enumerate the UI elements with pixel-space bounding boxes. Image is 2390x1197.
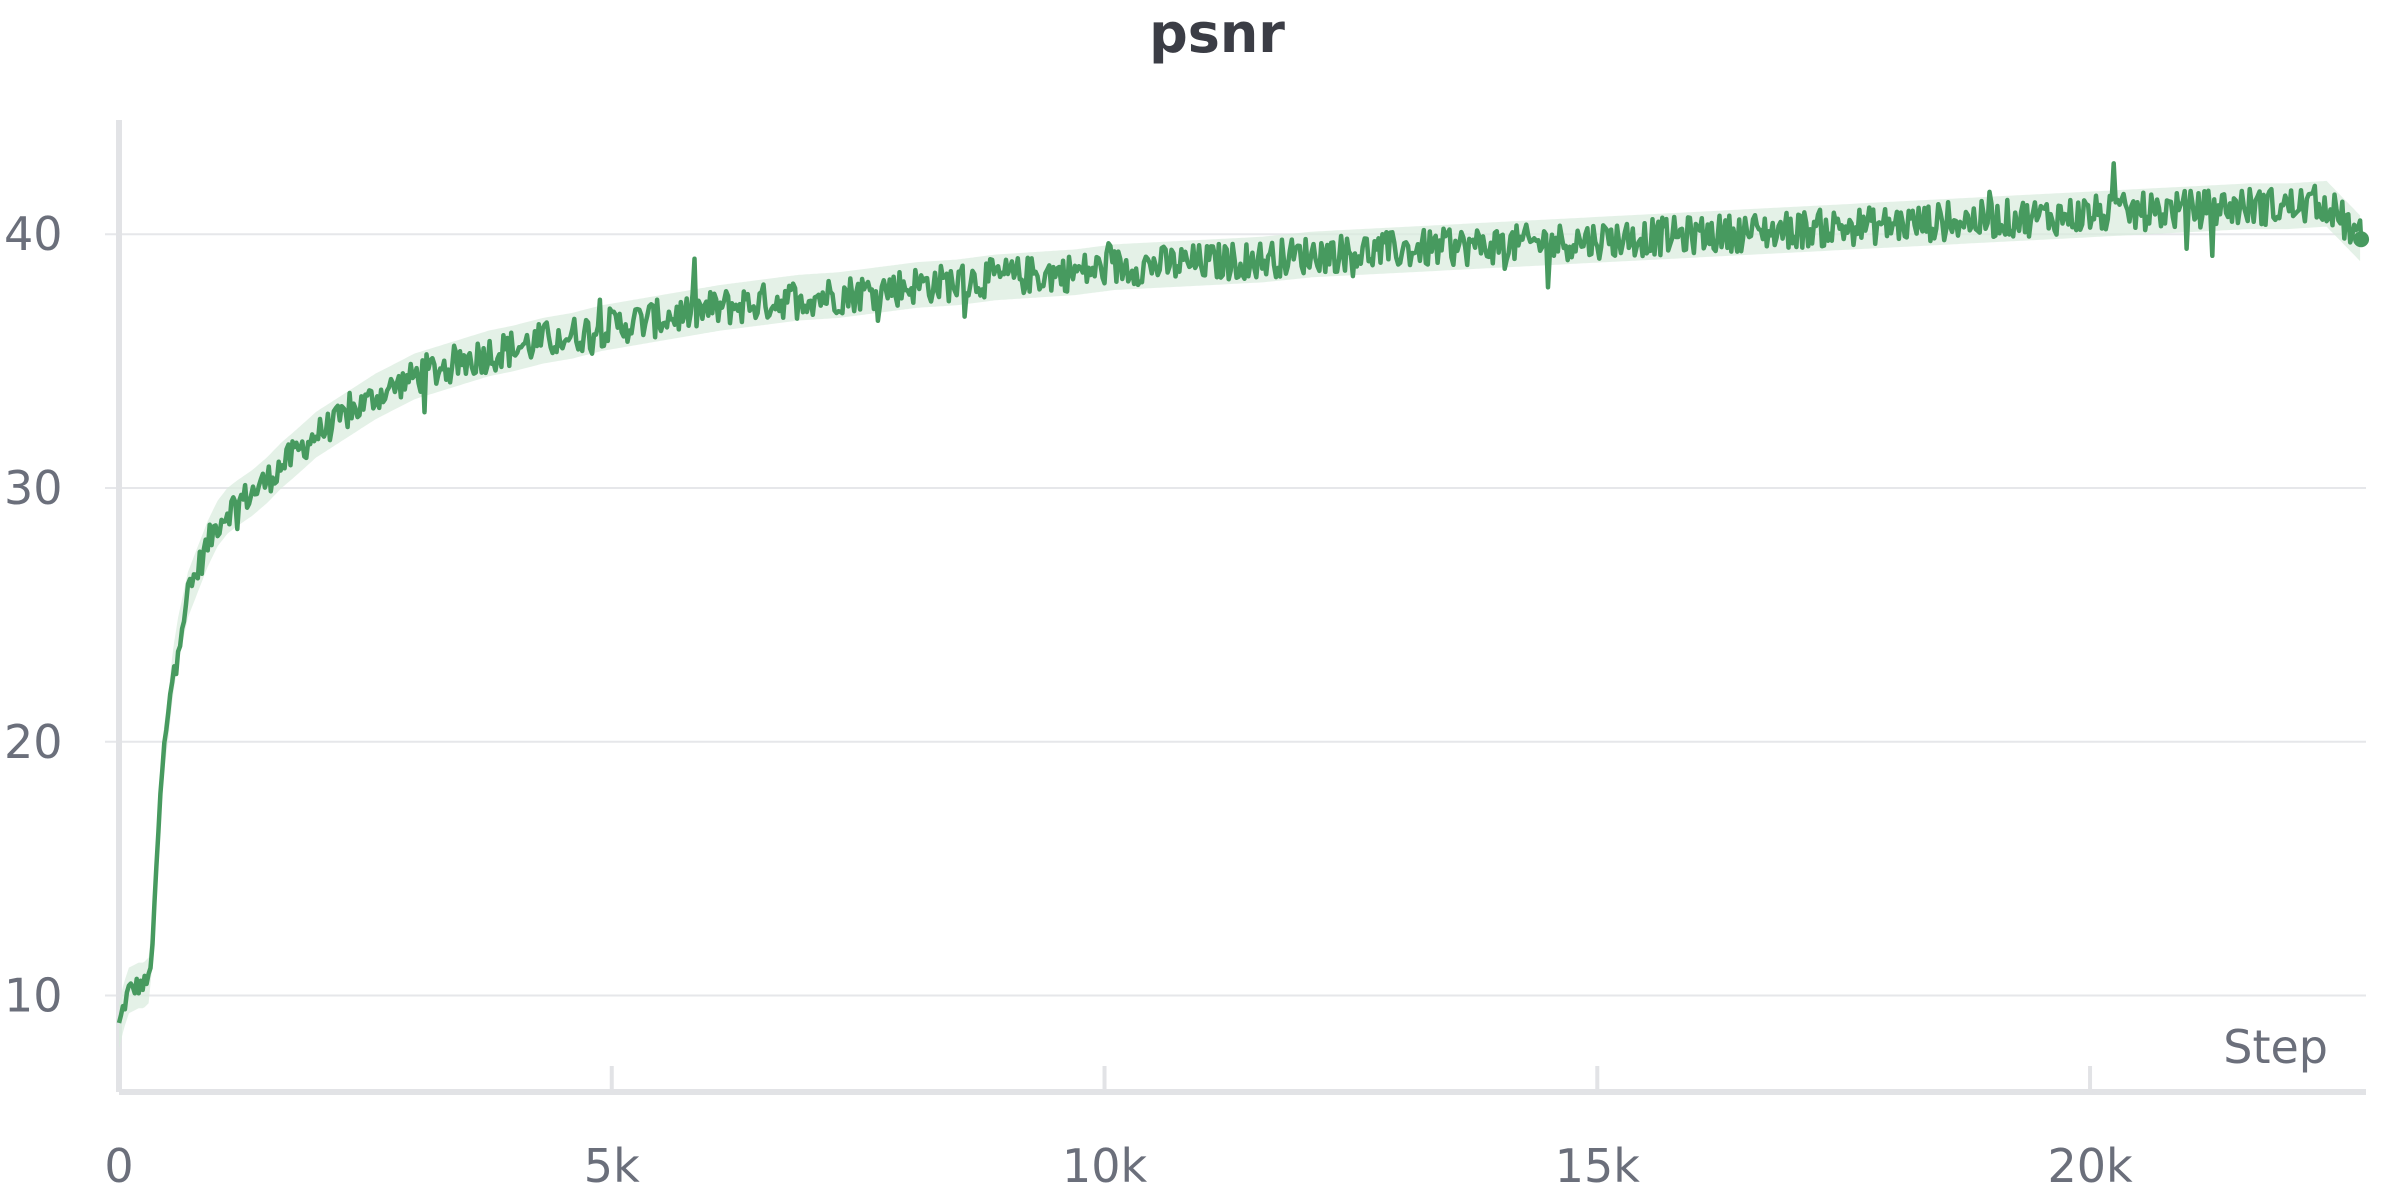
series-0-endpoint[interactable] <box>2353 231 2370 248</box>
series-0-line[interactable] <box>116 161 2364 1024</box>
x-tick-label-0: 0 <box>104 1139 133 1193</box>
x-tick-label-20k: 20k <box>2047 1139 2133 1193</box>
y-tick-label-30: 30 <box>4 461 63 515</box>
series-variance-band <box>119 180 2361 1049</box>
y-tick-label-10: 10 <box>4 969 63 1023</box>
x-axis-label: Step <box>2223 1020 2328 1074</box>
series-lines <box>116 161 2370 1024</box>
axes <box>116 120 2366 1095</box>
y-tick-label-20: 20 <box>4 715 63 769</box>
x-tick-label-15k: 15k <box>1555 1139 1641 1193</box>
y-tick-label-40: 40 <box>4 207 63 261</box>
x-tick-label-5k: 5k <box>584 1139 640 1193</box>
tick-labels: 10 20 30 40 0 5k 10k 15k 20k <box>4 207 2133 1193</box>
x-tick-label-10k: 10k <box>1062 1139 1148 1193</box>
series-0-band <box>119 180 2361 1049</box>
chart-title: psnr <box>1149 2 1285 65</box>
